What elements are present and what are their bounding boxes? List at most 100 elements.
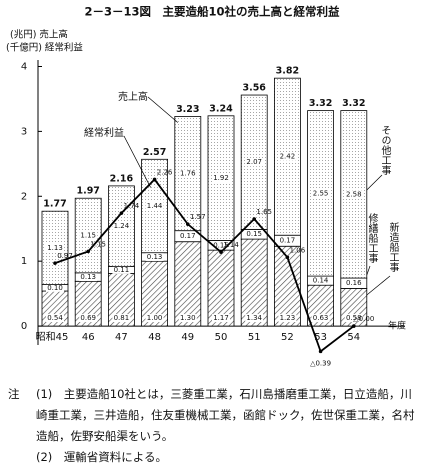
bar-segment [240, 238, 268, 327]
x-tick-label: 50 [215, 332, 228, 343]
value-label: 2.07 [246, 158, 262, 166]
profit-point [53, 261, 57, 265]
value-label: 0.63 [313, 314, 329, 322]
line-label: 1.06 [290, 246, 306, 254]
profit-line [54, 178, 355, 353]
x-tick-label: 54 [347, 332, 360, 343]
label-bg [245, 158, 264, 167]
profit-point [318, 349, 323, 354]
profit-point [186, 222, 190, 226]
x-tick-label: 46 [82, 332, 95, 343]
profit-point [352, 324, 356, 328]
value-label: 2.42 [280, 153, 296, 161]
label-bg [212, 174, 230, 183]
note: (2) 運輸省資料による。 [36, 450, 167, 464]
x-tick-label: 51 [248, 332, 261, 343]
notes-label: 注 [8, 387, 20, 401]
label-bg [46, 314, 64, 323]
label-bg [145, 314, 164, 323]
value-label: 1.44 [147, 202, 163, 210]
profit-point [219, 250, 223, 254]
x-tick-label: 昭和45 [36, 331, 69, 343]
notes: 注 (1) 主要造船10社とは，三菱重工業，石川島播磨重工業，日立造船，川崎重工業… [8, 384, 418, 468]
profit-point [152, 177, 157, 182]
label-bg [245, 314, 264, 323]
y-label: (兆円) 売上高 [10, 29, 68, 41]
total-label: 1.97 [76, 186, 99, 197]
label-bg [212, 314, 230, 323]
y-label-profit: (千億円) 経常利益 [6, 42, 83, 54]
line-label: 0.97 [57, 252, 73, 260]
legend-label: 新造船工事 [387, 221, 399, 272]
label-bg [112, 265, 131, 274]
y-tick-label: 4 [21, 61, 27, 72]
chart: 2－3－13図 主要造船10社の売上高と経常利益 (兆円) 売上高 (千億円) … [6, 5, 406, 368]
note: (1) 主要造船10社とは，三菱重工業，石川島播磨重工業，日立造船，川崎重工業，… [36, 387, 415, 443]
annotation: 経常利益 [84, 126, 124, 139]
label-bg [278, 314, 297, 323]
value-label: 1.23 [280, 314, 296, 322]
value-label: 1.92 [213, 174, 229, 182]
chart-title: 2－3－13図 主要造船10社の売上高と経常利益 [84, 5, 340, 19]
profit-point [86, 249, 90, 254]
total-label: 3.32 [309, 98, 332, 109]
line-label: 1.65 [256, 208, 272, 216]
label-bg [311, 314, 330, 323]
value-label: 0.13 [80, 273, 96, 281]
label-bg [212, 241, 230, 250]
label-bg [79, 231, 98, 240]
label-bg [344, 314, 363, 323]
line-label: 1.74 [124, 202, 140, 210]
x-tick-label: 47 [115, 332, 128, 343]
value-label: 0.17 [180, 232, 196, 240]
x-tick-label: 48 [148, 332, 161, 343]
value-label: 1.34 [246, 314, 262, 322]
total-label: 1.77 [43, 199, 66, 210]
label-bg [112, 314, 131, 323]
label-bg [145, 252, 164, 261]
value-label: 0.17 [280, 237, 296, 245]
x-tick-label: 49 [181, 332, 194, 343]
value-label: 1.30 [180, 314, 196, 322]
value-label: 0.16 [346, 279, 362, 287]
value-label: 1.76 [180, 170, 196, 178]
total-label: 3.32 [342, 98, 365, 109]
total-label: 2.57 [143, 147, 166, 158]
value-label: 1.13 [47, 244, 63, 252]
label-bg [79, 314, 98, 323]
bar-segment [174, 241, 202, 327]
label-bg [178, 314, 197, 323]
total-label: 3.82 [276, 66, 299, 77]
label-bg [344, 279, 363, 288]
note-row: (2) 運輸省資料による。 [8, 447, 418, 468]
value-label: 1.15 [80, 232, 96, 240]
legend-label: 修繕船工事 [366, 212, 378, 263]
value-label: 0.15 [213, 241, 229, 249]
label-bg [145, 202, 164, 211]
label-bg [311, 276, 330, 285]
label-bg [245, 230, 264, 239]
line-label: 1.57 [190, 213, 206, 221]
value-label: 1.17 [213, 314, 229, 322]
y-tick-label: 0 [21, 321, 27, 332]
leader [123, 135, 151, 188]
leader [366, 275, 391, 296]
label-bg [278, 236, 297, 245]
y-tick-label: 3 [21, 126, 27, 137]
value-label: 0.13 [147, 253, 163, 261]
value-label: 2.55 [313, 189, 329, 197]
label-bg [178, 169, 197, 178]
note-row: 注 (1) 主要造船10社とは，三菱重工業，石川島播磨重工業，日立造船，川崎重工業… [8, 384, 418, 447]
profit-point [252, 217, 256, 221]
line-label: △0.39 [310, 359, 331, 367]
label-bg [178, 232, 197, 241]
value-label: 0.14 [313, 277, 329, 285]
y-tick-label: 1 [21, 256, 27, 267]
leader [366, 265, 371, 276]
label-bg [46, 243, 64, 252]
bar-segment [207, 249, 235, 327]
value-label: 2.58 [346, 190, 362, 198]
annotation: 売上高 [118, 90, 148, 103]
total-label: 3.56 [242, 83, 266, 94]
